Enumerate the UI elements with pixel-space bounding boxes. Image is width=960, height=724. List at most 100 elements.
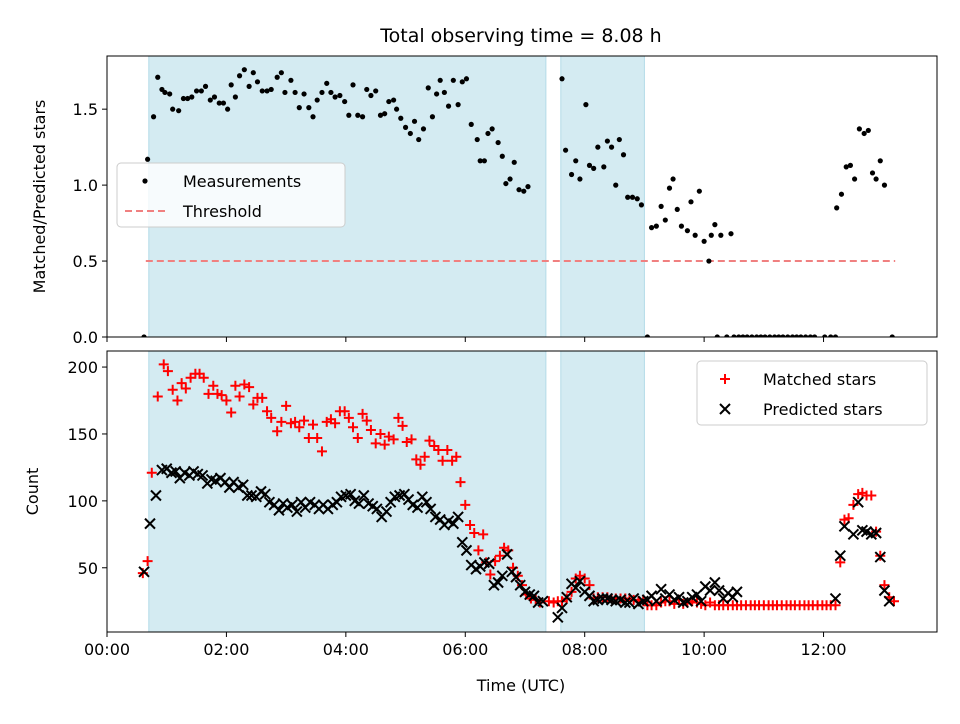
data-point xyxy=(583,102,589,108)
data-point xyxy=(170,106,176,112)
data-point xyxy=(503,180,509,187)
data-point xyxy=(847,528,860,541)
data-point xyxy=(288,77,294,83)
data-point xyxy=(406,434,417,445)
data-point xyxy=(874,551,886,563)
data-point xyxy=(762,334,768,337)
legend-box xyxy=(116,162,346,228)
data-point xyxy=(324,80,330,86)
data-point xyxy=(370,438,381,449)
data-point xyxy=(754,334,760,337)
data-point xyxy=(688,199,694,205)
legend-bottom: Matched stars Predicted stars xyxy=(696,360,928,426)
y-tick-label: 0.0 xyxy=(73,328,98,347)
data-point xyxy=(724,334,730,337)
data-point xyxy=(495,139,501,146)
data-point xyxy=(146,467,157,478)
data-point xyxy=(330,418,341,429)
data-point xyxy=(847,162,854,168)
data-point xyxy=(584,580,595,591)
data-point xyxy=(375,428,386,439)
data-point xyxy=(152,391,163,402)
data-point xyxy=(225,106,231,112)
legend-box xyxy=(696,360,928,426)
chart-title: Total observing time = 8.08 h xyxy=(379,25,661,47)
data-point xyxy=(359,114,366,120)
data-point xyxy=(485,130,491,137)
data-point xyxy=(382,111,388,117)
panel-ratio: 0.0 0.5 1.0 1.5 Matched/Predicted stars Measu… xyxy=(30,55,938,347)
data-point xyxy=(142,556,153,567)
data-point xyxy=(478,529,489,540)
data-point xyxy=(259,488,271,500)
data-point xyxy=(562,147,569,153)
data-point xyxy=(771,334,778,337)
data-point xyxy=(666,185,673,191)
data-point xyxy=(299,415,310,426)
data-point xyxy=(713,584,725,597)
y-tick-label: 150 xyxy=(67,425,98,444)
data-point xyxy=(596,592,609,605)
data-point xyxy=(189,94,195,100)
data-point xyxy=(873,176,879,182)
x-tick-label: 08:00 xyxy=(562,640,608,659)
data-point xyxy=(357,408,368,419)
data-point xyxy=(601,164,607,170)
data-point xyxy=(294,422,305,433)
data-point xyxy=(843,164,849,170)
data-point xyxy=(678,223,685,229)
x-tick-label: 12:00 xyxy=(800,640,846,659)
data-point xyxy=(477,158,483,164)
data-point xyxy=(866,490,877,501)
data-point xyxy=(365,424,376,435)
data-point xyxy=(561,591,573,603)
data-point xyxy=(306,105,312,111)
data-point xyxy=(429,114,436,120)
x-tick-label: 00:00 xyxy=(84,640,130,659)
data-point xyxy=(511,159,517,165)
data-point xyxy=(216,100,222,106)
data-point xyxy=(692,232,698,238)
data-point xyxy=(744,334,750,337)
data-point xyxy=(570,582,582,594)
data-point xyxy=(878,584,891,597)
data-point xyxy=(162,89,168,96)
data-point xyxy=(835,557,846,568)
legend-label: Threshold xyxy=(182,202,262,221)
data-point xyxy=(695,595,707,607)
data-point xyxy=(728,231,734,237)
data-point xyxy=(407,130,413,137)
data-point xyxy=(424,503,437,515)
data-point xyxy=(740,334,746,337)
data-point xyxy=(568,171,575,178)
data-point xyxy=(259,88,265,94)
data-point xyxy=(394,106,400,112)
data-point xyxy=(474,136,480,143)
data-point xyxy=(398,115,404,121)
data-point xyxy=(709,576,721,589)
data-point xyxy=(268,86,274,93)
data-point xyxy=(537,595,549,607)
data-point xyxy=(706,258,712,264)
data-point xyxy=(208,380,219,391)
data-point xyxy=(202,83,209,89)
data-point xyxy=(496,570,509,582)
data-point xyxy=(364,86,370,93)
data-point xyxy=(350,82,356,88)
data-point xyxy=(198,88,204,94)
data-point xyxy=(416,136,422,143)
data-point xyxy=(230,380,241,391)
data-point xyxy=(176,108,182,114)
data-point xyxy=(388,434,399,445)
data-point xyxy=(883,595,895,607)
y-tick-label: 1.0 xyxy=(73,176,98,195)
data-point xyxy=(211,94,218,100)
data-point xyxy=(552,611,564,623)
data-point xyxy=(608,144,615,150)
data-point xyxy=(507,176,513,182)
data-point xyxy=(172,395,183,406)
data-point xyxy=(595,144,601,150)
data-point xyxy=(455,102,461,108)
data-point xyxy=(714,334,720,337)
data-point xyxy=(452,511,464,523)
